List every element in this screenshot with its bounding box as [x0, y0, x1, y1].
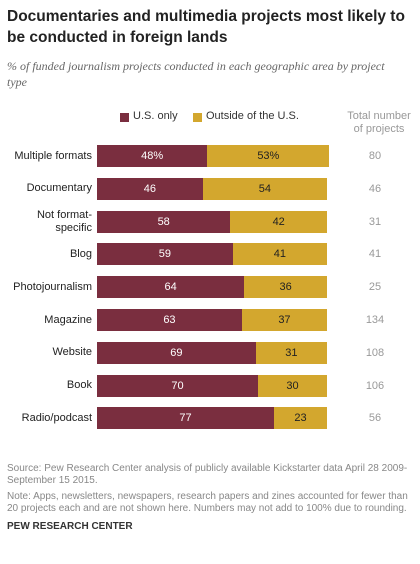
bar-segment	[97, 341, 256, 364]
value-label: 54	[258, 182, 272, 195]
category-label: Book	[6, 375, 92, 397]
bar-segment	[202, 177, 327, 200]
category-text: Documentary	[26, 182, 92, 195]
category-label: Not format-specific	[6, 208, 92, 234]
total-value: 56	[368, 412, 382, 425]
value-label: 53%	[257, 150, 280, 162]
bar-segment	[232, 243, 327, 266]
category-text: Magazine	[44, 313, 92, 326]
bar-segment	[97, 276, 245, 299]
value-label: 42	[272, 215, 285, 228]
value-label: 37	[278, 314, 291, 326]
bar-segment	[97, 177, 203, 200]
category-label: Photojournalism	[6, 276, 92, 298]
total-value: 108	[365, 346, 385, 359]
total-value: 25	[368, 281, 382, 294]
bar-segment	[97, 145, 208, 167]
legend-label: Outside of the U.S.	[206, 110, 299, 122]
bar-segment	[97, 243, 233, 266]
bar-segment	[97, 210, 231, 233]
value-label: 30	[286, 379, 299, 392]
value-label: 23	[294, 412, 307, 425]
chart-title: Documentaries and multimedia projects mo…	[7, 8, 405, 46]
bar-segment	[97, 407, 275, 430]
category-label: Documentary	[6, 178, 92, 200]
value-label: 48%	[141, 150, 164, 162]
category-text: Multiple formats	[14, 149, 92, 162]
value-label: 36	[279, 281, 292, 294]
value-label: 59	[158, 248, 171, 261]
category-text: Not format-specific	[36, 208, 92, 234]
category-text: Radio/podcast	[21, 411, 92, 424]
totals-header: Total number of projects	[347, 110, 411, 135]
total-value: 80	[368, 150, 382, 162]
bar-segment	[258, 374, 327, 397]
category-label: Website	[6, 342, 92, 364]
bar-segment	[274, 407, 327, 430]
value-label: 70	[171, 379, 184, 392]
bar-segment	[244, 276, 327, 299]
total-value: 46	[368, 182, 382, 195]
bar-segment	[230, 210, 327, 233]
category-label: Magazine	[6, 309, 92, 331]
value-label: 77	[179, 412, 192, 425]
value-label: 31	[285, 346, 298, 359]
value-label: 63	[163, 314, 176, 326]
total-value: 106	[365, 379, 385, 392]
category-text: Website	[52, 346, 92, 359]
value-label: 41	[273, 248, 286, 261]
bar-segment	[97, 309, 242, 331]
category-label: Radio/podcast	[6, 407, 92, 429]
value-label: 64	[164, 281, 177, 294]
category-text: Book	[66, 379, 92, 392]
total-value: 134	[365, 314, 385, 326]
bar-segment	[255, 341, 327, 364]
value-label: 58	[157, 215, 170, 228]
total-value: 41	[368, 248, 382, 261]
bar-segment	[207, 145, 330, 167]
legend-label: U.S. only	[133, 110, 178, 122]
legend-swatch	[193, 113, 202, 122]
value-label: 69	[170, 346, 183, 359]
category-text: Photojournalism	[13, 280, 92, 293]
legend-swatch	[120, 113, 129, 122]
chart-subtitle: % of funded journalism projects conducte…	[7, 59, 385, 89]
category-text: Blog	[69, 247, 92, 260]
bar-segment	[97, 374, 258, 397]
brand: PEW RESEARCH CENTER	[7, 521, 133, 532]
bar-segment	[241, 309, 327, 331]
value-label: 46	[143, 182, 157, 195]
category-label: Multiple formats	[6, 145, 92, 167]
total-value: 31	[368, 215, 382, 228]
category-label: Blog	[6, 243, 92, 265]
note: Note: Apps, newsletters, newspapers, res…	[7, 491, 408, 514]
source: Source: Pew Research Center analysis of …	[7, 463, 408, 486]
